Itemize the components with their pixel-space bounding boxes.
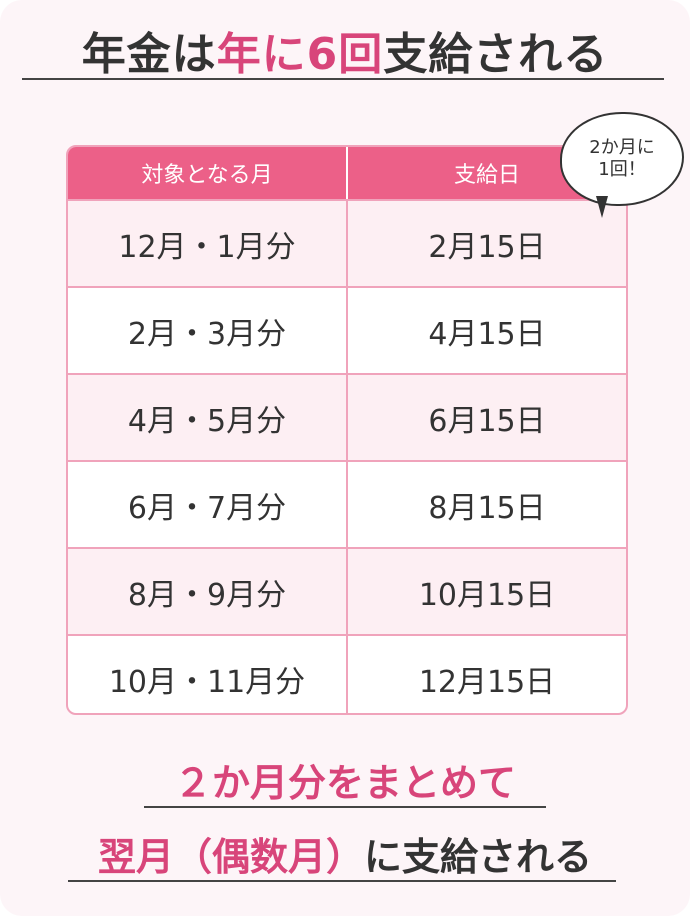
payment-schedule-table: 対象となる月 支給日 12月・1月分 2月15日 2月・3月分 4月15日 4月・5月分… xyxy=(66,145,628,715)
speech-bubble-tail xyxy=(596,196,608,218)
header-target-month: 対象となる月 xyxy=(68,147,348,199)
table-row: 12月・1月分 2月15日 xyxy=(68,199,626,286)
speech-bubble: 2か月に 1回！ xyxy=(560,112,684,206)
payment-date-cell: 8月15日 xyxy=(428,490,546,526)
table-row: 2月・3月分 4月15日 xyxy=(68,286,626,373)
title-text: 年金は xyxy=(81,29,217,80)
table-header: 対象となる月 支給日 xyxy=(68,147,626,199)
footer-line-1: ２か月分をまとめて xyxy=(173,761,516,805)
payment-date-cell: 12月15日 xyxy=(418,664,556,700)
title-highlight: 年に6回 xyxy=(216,29,384,80)
footer-underline-2 xyxy=(68,880,616,882)
target-months-cell: 12月・1月分 xyxy=(68,201,348,286)
payment-date-cell: 4月15日 xyxy=(428,316,546,352)
payment-date-cell: 2月15日 xyxy=(428,229,546,265)
title-text: 支給される xyxy=(383,29,609,80)
header-payment-date: 支給日 xyxy=(453,163,520,188)
footer-highlight: 翌月（偶数月） xyxy=(97,835,364,879)
payment-date-cell: 10月15日 xyxy=(418,577,556,613)
target-months-cell: 2月・3月分 xyxy=(68,288,348,373)
table-row: 10月・11月分 12月15日 xyxy=(68,634,626,713)
page-title: 年金は年に6回支給される xyxy=(0,18,690,82)
target-months-cell: 10月・11月分 xyxy=(68,636,348,713)
table-row: 6月・7月分 8月15日 xyxy=(68,460,626,547)
footer-text: に支給される xyxy=(364,835,593,879)
title-underline xyxy=(22,78,664,80)
table-row: 4月・5月分 6月15日 xyxy=(68,373,626,460)
target-months-cell: 8月・9月分 xyxy=(68,549,348,634)
table-row: 8月・9月分 10月15日 xyxy=(68,547,626,634)
bubble-text: 2か月に 1回！ xyxy=(589,136,655,181)
payment-date-cell: 6月15日 xyxy=(428,403,546,439)
footer-underline-1 xyxy=(144,806,546,808)
target-months-cell: 6月・7月分 xyxy=(68,462,348,547)
target-months-cell: 4月・5月分 xyxy=(68,375,348,460)
footer-line-2: 翌月（偶数月）に支給される xyxy=(0,826,690,881)
